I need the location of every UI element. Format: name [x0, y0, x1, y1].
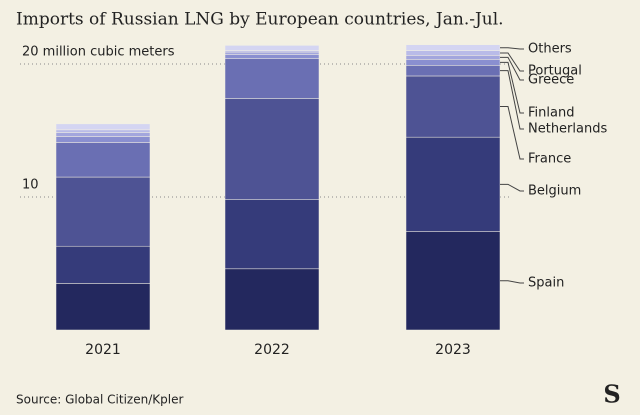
- bar-segment: [405, 59, 501, 66]
- bar-segment: [224, 268, 320, 331]
- leader-line: [500, 52, 524, 72]
- bar-segment: [55, 132, 151, 137]
- legend-label: Netherlands: [528, 122, 607, 137]
- bar-segment: [405, 75, 501, 138]
- bar-segment: [405, 136, 501, 232]
- bar-segment: [224, 51, 320, 55]
- y-tick-label: 10: [22, 178, 39, 193]
- legend-label: Belgium: [528, 184, 581, 199]
- bar-segment: [405, 65, 501, 77]
- legend-label: France: [528, 152, 571, 167]
- leader-line: [500, 61, 524, 114]
- bar-segment: [405, 231, 501, 331]
- x-tick-label: 2023: [435, 342, 471, 358]
- logo: S: [603, 380, 620, 409]
- bar-segment: [405, 55, 501, 60]
- leader-line: [500, 56, 524, 81]
- bar-segment: [55, 129, 151, 133]
- leader-line: [500, 183, 524, 192]
- bar-segment: [224, 45, 320, 51]
- bar-segment: [405, 44, 501, 51]
- x-tick-label: 2021: [85, 342, 121, 358]
- bar-segment: [224, 58, 320, 99]
- legend-label: Others: [528, 42, 572, 57]
- leader-line: [500, 106, 524, 160]
- bar-segment: [55, 245, 151, 284]
- bar-segment: [405, 50, 501, 56]
- bar-segment: [55, 283, 151, 331]
- bar-segment: [55, 136, 151, 143]
- leader-line: [500, 70, 524, 130]
- bar-segment: [224, 54, 320, 59]
- leader-line: [500, 280, 524, 284]
- legend-label: Finland: [528, 106, 574, 121]
- bar-segment: [55, 176, 151, 247]
- source: Source: Global Citizen/Kpler: [16, 393, 183, 407]
- bar-segment: [55, 142, 151, 178]
- legend-label: Portugal: [528, 64, 582, 79]
- bar-segment: [224, 98, 320, 200]
- bar-segment: [224, 199, 320, 270]
- legend-label: Spain: [528, 276, 564, 291]
- legend-label: Greece: [528, 73, 574, 88]
- x-tick-label: 2022: [254, 342, 290, 358]
- bar-segment: [55, 123, 151, 131]
- leader-line: [500, 47, 524, 50]
- y-tick-label: 20 million cubic meters: [22, 45, 175, 60]
- chart-title: Imports of Russian LNG by European count…: [16, 10, 504, 30]
